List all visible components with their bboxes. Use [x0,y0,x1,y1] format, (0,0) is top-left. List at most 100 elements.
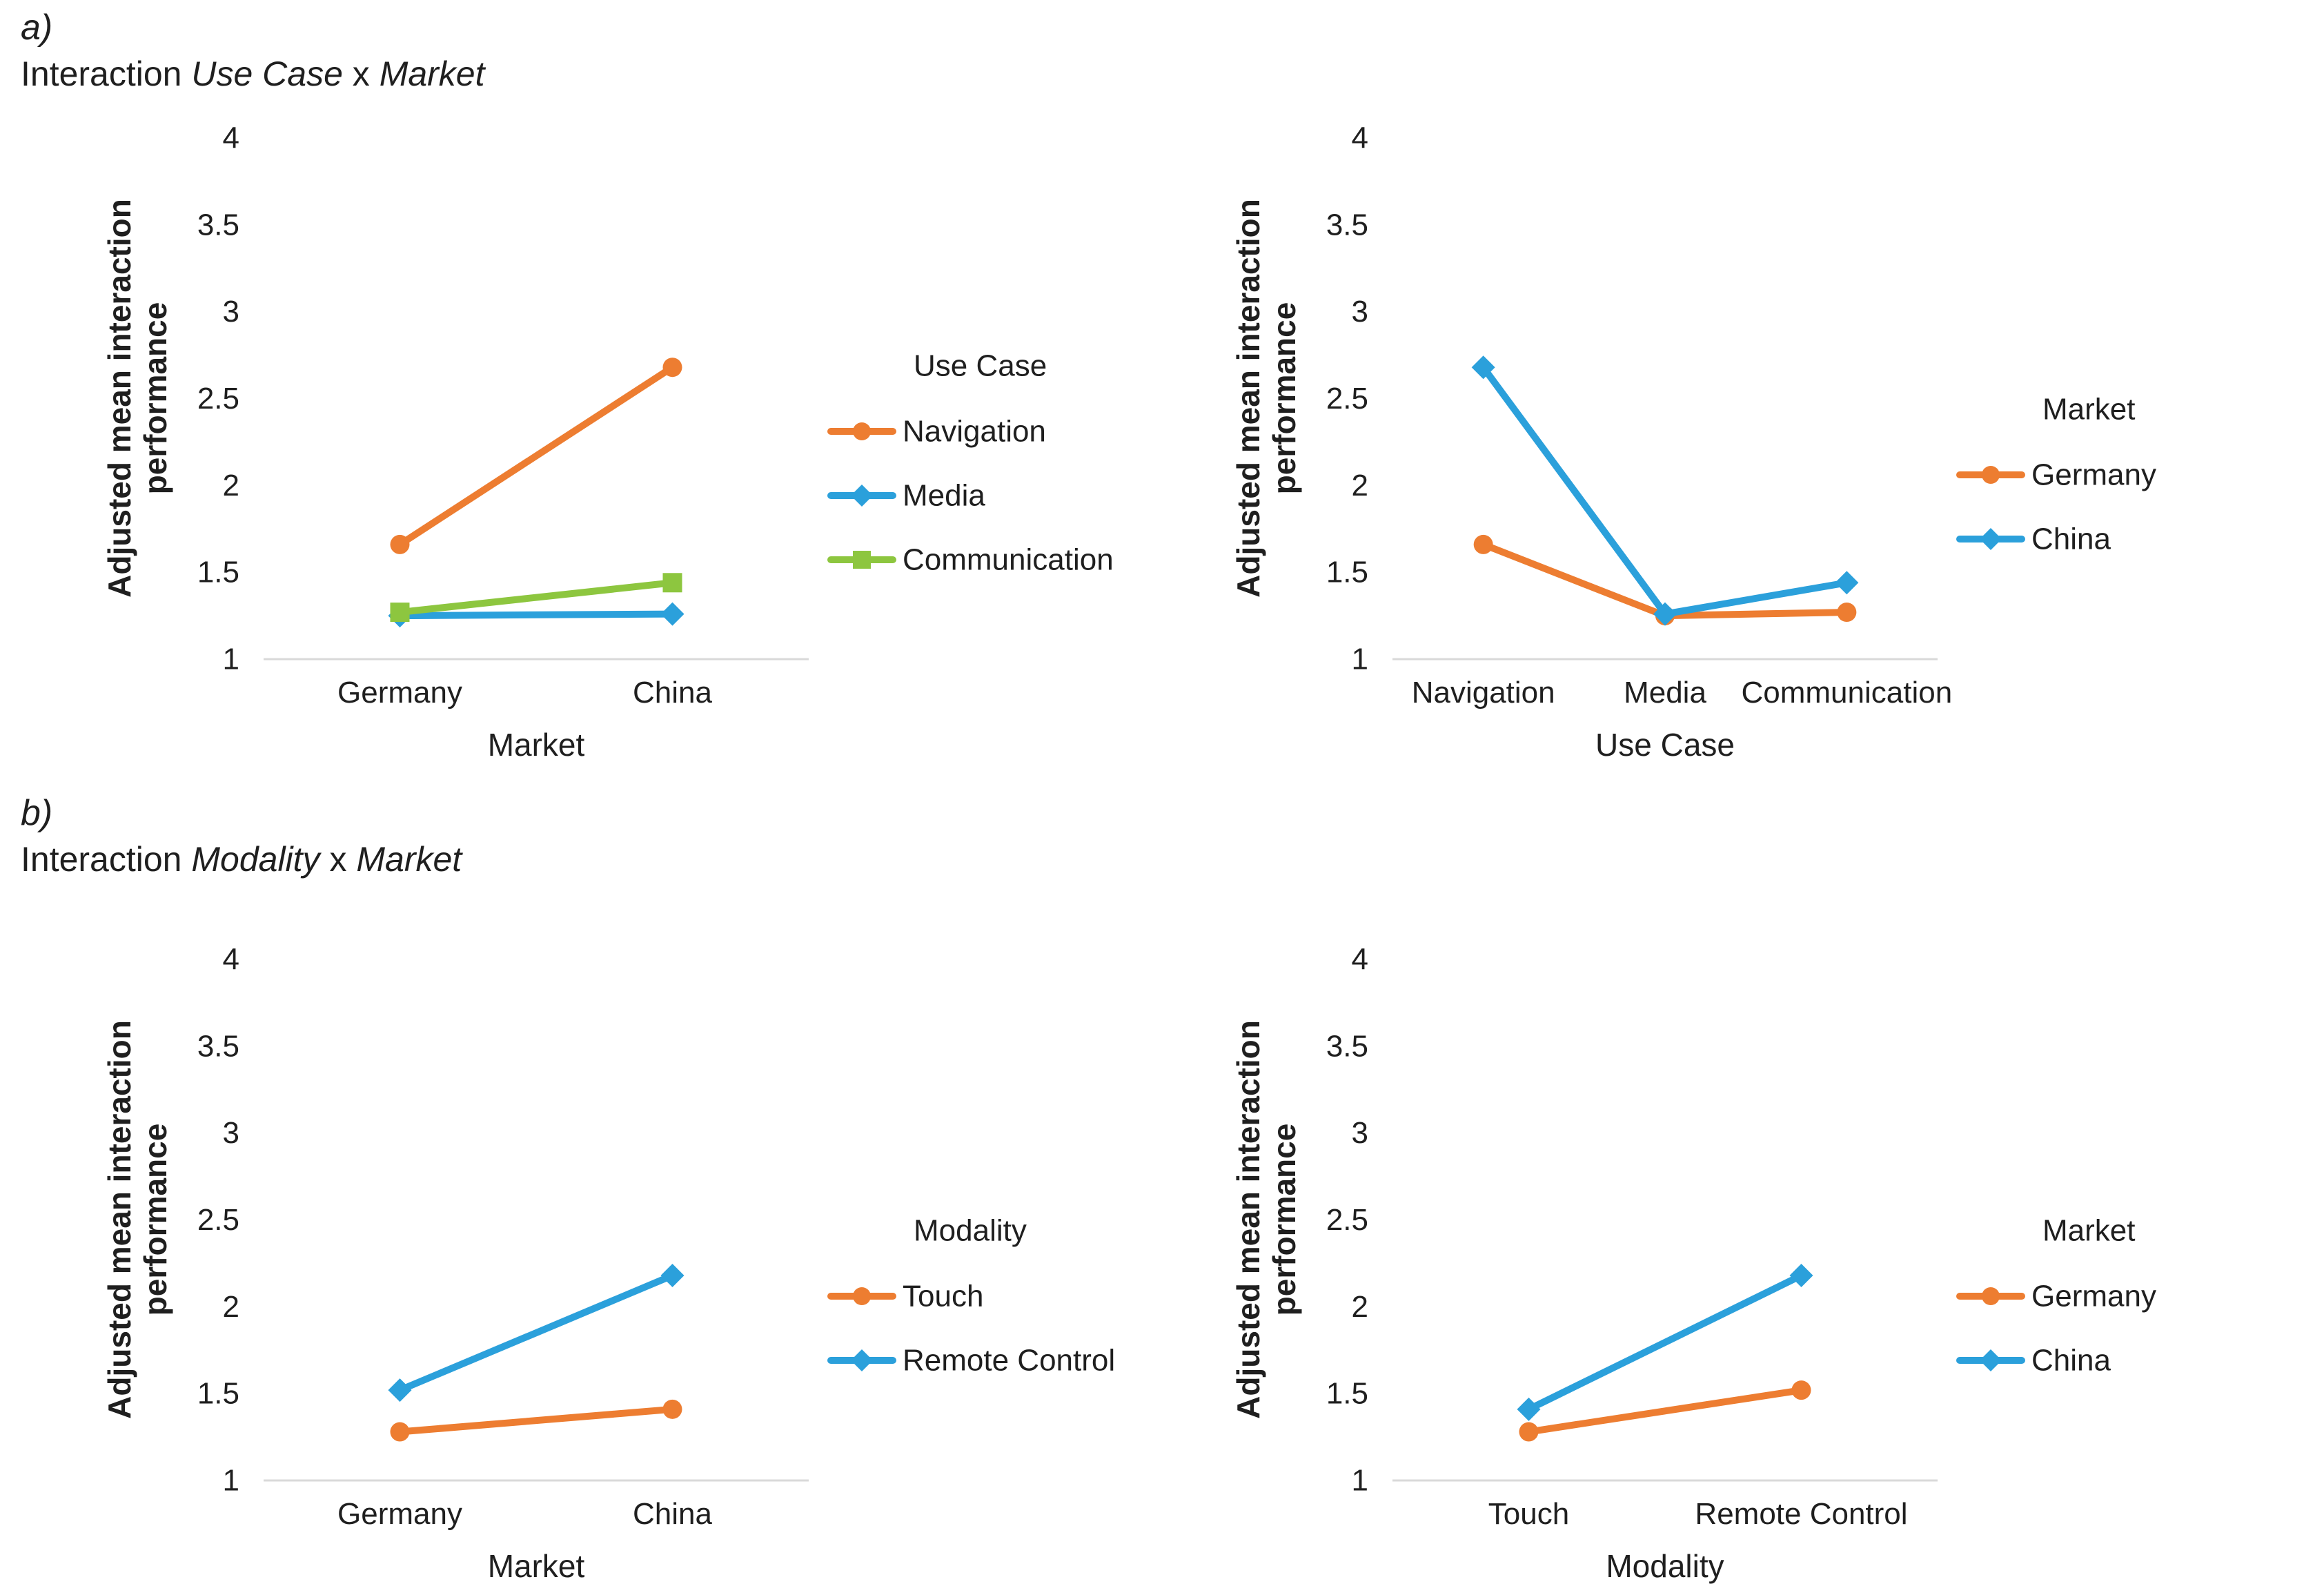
series-line-navigation [396,364,676,548]
legend: Use Case Navigation Media Communication [827,349,1114,577]
data-point-marker [660,1264,685,1288]
legend-title: Market [2042,1214,2135,1248]
y-tick-label: 2 [223,469,239,502]
y-tick-label: 3.5 [1326,208,1368,242]
y-tick-label: 3.5 [197,1029,239,1063]
legend-label: China [2031,522,2111,556]
y-tick-label: 4 [223,943,239,977]
legend: Market Germany China [1956,393,2156,556]
x-category-label: Germany [337,1497,462,1531]
y-tick-label: 1 [223,1464,239,1498]
legend-marker [1980,528,2002,550]
legend-marker [853,1287,871,1305]
data-point-marker [1835,571,1859,595]
legend-title: Market [2042,393,2135,427]
y-tick-label: 2 [1352,469,1368,502]
legend-marker [1982,1287,2000,1305]
legend-label: Communication [903,543,1114,577]
legend-title: Modality [914,1214,1027,1248]
legend-label: Touch [903,1280,983,1313]
y-tick-label: 3.5 [1326,1029,1368,1063]
y-tick-label: 1.5 [1326,1377,1368,1411]
y-axis-label-line: performance [1266,1124,1302,1316]
series-line-china [1479,364,1851,618]
y-tick-label: 1 [1352,643,1368,676]
legend: Modality Touch Remote Control [827,1214,1115,1378]
legend-marker [851,1349,873,1371]
section-a-title: Interaction Use Case x Market [21,57,485,91]
legend-item-germany: Germany [1956,1280,2156,1313]
y-tick-label: 3 [223,1116,239,1150]
series-germany [1519,1380,1811,1442]
legend-label: Navigation [903,415,1046,449]
y-tick-label: 1.5 [197,556,239,589]
y-axis-label-line: Adjusted mean interaction [101,199,137,598]
title-segment: Market [379,55,485,93]
legend-label: Germany [2031,1280,2156,1313]
y-axis-label-line: Adjusted mean interaction [1230,199,1266,598]
y-tick-label: 3 [1352,1116,1368,1150]
x-category-label: China [633,1497,712,1531]
legend-label: Media [903,479,985,513]
legend-marker [1980,1349,2002,1371]
x-category-label: Remote Control [1695,1497,1907,1531]
modality-x-market-vs-market-svg: Adjusted mean interaction performance 4 3.5… [101,943,1115,1584]
data-point-marker [1519,1422,1539,1442]
series-line-touch [396,1405,676,1436]
y-axis-label: Adjusted mean interaction performance [101,1020,173,1419]
y-tick-label: 1.5 [197,1377,239,1411]
title-segment: x [319,840,357,879]
section-b-title: Interaction Modality x Market [21,842,462,877]
series-line-media [396,610,676,620]
y-tick-label: 1.5 [1326,556,1368,589]
legend-marker [853,551,871,569]
legend-item-communication: Communication [827,543,1114,577]
y-tick-label: 1 [1352,1464,1368,1498]
data-point-marker [1471,355,1495,380]
y-tick-label: 4 [223,121,239,155]
modality-x-market-vs-modality-svg: Adjusted mean interaction performance 4 3.5… [1230,943,2156,1584]
legend: Market Germany China [1956,1214,2156,1378]
data-point-marker [390,534,410,554]
title-segment: Market [356,840,462,879]
legend-item-touch: Touch [827,1280,983,1313]
legend-item-china: China [1956,522,2111,556]
y-tick-label: 4 [1352,943,1368,977]
title-segment: Use Case [191,55,343,93]
chart-modality-by-market: Adjusted mean interaction performance 4 3.5… [91,921,1195,1584]
y-axis-label-line: performance [137,302,173,495]
y-tick-label: 4 [1352,121,1368,155]
chart-usecase-by-market: Adjusted mean interaction performance 4 3.5… [91,100,1195,797]
legend-marker [1982,466,2000,484]
y-tick-label: 2.5 [197,1203,239,1237]
y-axis-label-line: performance [1266,302,1302,495]
data-point-marker [1837,603,1857,623]
y-axis-label-line: Adjusted mean interaction [101,1020,137,1419]
section-a-label: a) [21,8,53,48]
y-axis-label: Adjusted mean interaction performance [101,199,173,598]
legend-label: Remote Control [903,1344,1115,1378]
data-point-marker [388,1378,412,1402]
data-point-marker [1473,534,1493,554]
chart-market-by-modality: Adjusted mean interaction performance 4 3.5… [1220,921,2324,1584]
y-axis-label: Adjusted mean interaction performance [1230,1020,1302,1419]
series-china [1471,355,1859,626]
data-point-marker [390,603,410,623]
x-category-label: Touch [1488,1497,1569,1531]
y-tick-label: 2.5 [1326,1203,1368,1237]
legend-marker [851,485,873,507]
legend-label: China [2031,1344,2111,1378]
y-tick-label: 1 [223,643,239,676]
title-segment: Interaction [21,840,192,879]
y-axis-label-line: performance [137,1124,173,1316]
data-point-marker [662,358,682,378]
y-tick-label: 3.5 [197,208,239,242]
y-tick-label: 2.5 [1326,382,1368,415]
x-category-label: China [633,676,712,710]
data-point-marker [1653,602,1677,626]
y-tick-label: 2 [1352,1290,1368,1324]
legend-title: Use Case [914,349,1047,383]
legend-item-china: China [1956,1344,2111,1378]
legend-item-remote-control: Remote Control [827,1344,1115,1378]
